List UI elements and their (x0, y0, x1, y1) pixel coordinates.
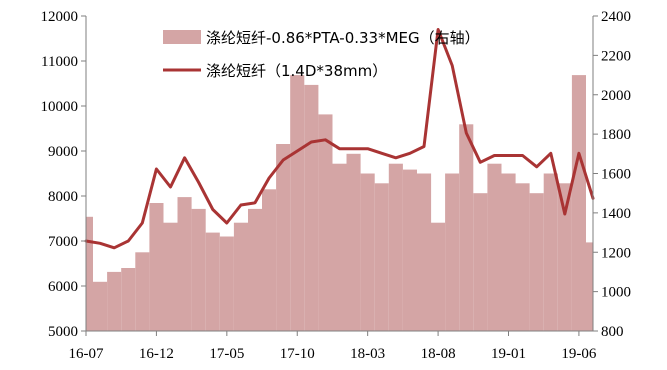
x-tick-label: 17-05 (209, 346, 244, 362)
area-segment (233, 222, 248, 331)
right-tick-label: 1600 (601, 167, 631, 183)
area-segment (276, 144, 291, 331)
area-segment (487, 163, 502, 331)
area-segment (417, 173, 432, 331)
left-tick-label: 8000 (48, 189, 78, 205)
area-segment (473, 193, 488, 331)
area-segment (177, 197, 192, 331)
x-tick-label: 18-08 (421, 346, 456, 362)
area-segment (445, 173, 460, 331)
area-segment (149, 203, 164, 331)
line-layer (84, 28, 595, 250)
legend-label-line: 涤纶短纤（1.4D*38mm） (206, 62, 387, 80)
left-tick-label: 10000 (41, 99, 79, 115)
area-segment (163, 222, 178, 331)
area-segment (360, 173, 375, 331)
x-tick-label: 18-03 (350, 346, 385, 362)
x-tick-label: 16-07 (69, 346, 104, 362)
right-tick-label: 1800 (601, 127, 631, 143)
area-segment (459, 124, 474, 331)
area-segment (135, 252, 150, 332)
area-segment (86, 216, 93, 331)
right-tick-label: 2200 (601, 48, 631, 64)
legend: 涤纶短纤-0.86*PTA-0.33*MEG（右轴） 涤纶短纤（1.4D*38m… (163, 29, 480, 80)
area-segment (205, 232, 220, 331)
left-tick-label: 6000 (48, 279, 78, 295)
area-segment (557, 183, 572, 331)
area-segment (529, 193, 544, 331)
area-segment (304, 84, 319, 332)
x-tick-label: 17-10 (280, 346, 315, 362)
x-tick-label: 16-12 (139, 346, 174, 362)
area-segment (515, 183, 530, 331)
left-tick-label: 7000 (48, 234, 78, 250)
area-segment (121, 268, 136, 331)
area-segment (262, 189, 277, 332)
left-tick-label: 5000 (48, 324, 78, 340)
right-tick-label: 1000 (601, 285, 631, 301)
axis-layer: 5000 6000 7000 8000 9000 10000 11000 12000 800 10… (41, 9, 632, 362)
right-tick-label: 1400 (601, 206, 631, 222)
area-segment (332, 163, 347, 331)
x-tick-label: 19-06 (561, 346, 596, 362)
area-segment (431, 222, 446, 331)
area-segment (93, 281, 108, 331)
left-tick-label: 12000 (41, 9, 79, 25)
area-segment (571, 75, 586, 331)
right-tick-label: 2400 (601, 9, 631, 25)
area-segment (107, 271, 122, 331)
area-segment (501, 173, 516, 331)
legend-label-area: 涤纶短纤-0.86*PTA-0.33*MEG（右轴） (206, 29, 480, 47)
left-tick-label: 11000 (41, 54, 78, 70)
right-tick-label: 800 (601, 324, 624, 340)
area-layer (86, 75, 593, 332)
x-tick-label: 19-01 (491, 346, 526, 362)
area-segment (402, 169, 417, 331)
left-tick-label: 9000 (48, 144, 78, 160)
series-line-polyester (84, 28, 595, 250)
area-segment (290, 75, 305, 331)
area-segment (191, 208, 206, 331)
area-segment (248, 208, 263, 331)
area-segment (374, 183, 389, 331)
area-segment (318, 114, 333, 332)
right-tick-label: 2000 (601, 88, 631, 104)
area-segment (219, 236, 234, 331)
area-segment (543, 173, 558, 331)
area-segment (346, 153, 361, 331)
area-segment (388, 163, 403, 331)
legend-swatch-area (163, 30, 201, 44)
area-segment (586, 242, 593, 331)
right-tick-label: 1200 (601, 245, 631, 261)
